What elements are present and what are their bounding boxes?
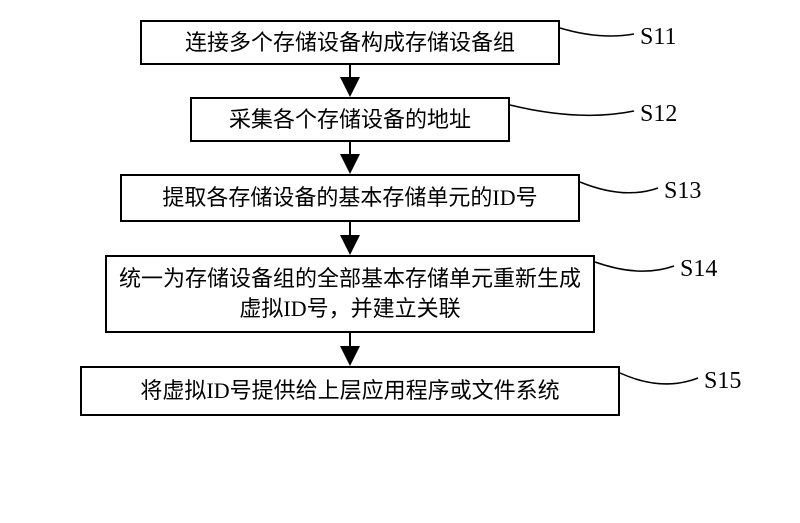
step-tag-s15: S15 xyxy=(704,368,741,395)
step-tag-s14: S14 xyxy=(680,256,717,283)
step-label: 提取各存储设备的基本存储单元的ID号 xyxy=(162,183,537,213)
flow-step-s12: 采集各个存储设备的地址 xyxy=(190,97,510,142)
step-label: 统一为存储设备组的全部基本存储单元重新生成虚拟ID号，并建立关联 xyxy=(117,264,583,323)
leader-s11 xyxy=(560,28,634,36)
leader-s15 xyxy=(620,373,698,384)
flow-step-s11: 连接多个存储设备构成存储设备组 xyxy=(140,20,560,65)
flow-step-s15: 将虚拟ID号提供给上层应用程序或文件系统 xyxy=(80,366,620,416)
step-tag-s12: S12 xyxy=(640,101,677,128)
leader-s13 xyxy=(580,182,658,193)
step-tag-s13: S13 xyxy=(664,178,701,205)
leader-s14 xyxy=(595,262,674,271)
flowchart-canvas: 连接多个存储设备构成存储设备组 S11 采集各个存储设备的地址 S12 提取各存储设备的… xyxy=(0,0,800,523)
step-label: 将虚拟ID号提供给上层应用程序或文件系统 xyxy=(140,376,559,406)
step-label: 采集各个存储设备的地址 xyxy=(229,105,471,135)
flow-step-s13: 提取各存储设备的基本存储单元的ID号 xyxy=(120,174,580,222)
step-label: 连接多个存储设备构成存储设备组 xyxy=(185,28,515,58)
step-tag-s11: S11 xyxy=(640,24,676,51)
flow-step-s14: 统一为存储设备组的全部基本存储单元重新生成虚拟ID号，并建立关联 xyxy=(105,255,595,333)
leader-s12 xyxy=(510,105,634,115)
